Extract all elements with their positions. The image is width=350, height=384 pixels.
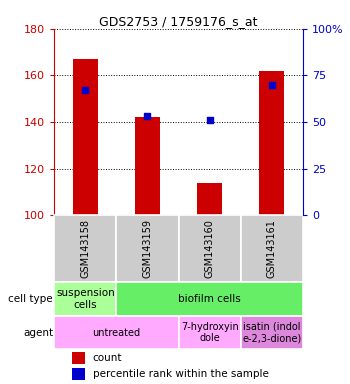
Point <box>207 117 212 123</box>
Point <box>269 82 274 88</box>
Point <box>145 113 150 119</box>
Text: percentile rank within the sample: percentile rank within the sample <box>93 369 269 379</box>
Bar <box>241 215 303 282</box>
Bar <box>116 215 178 282</box>
Text: agent: agent <box>23 328 53 338</box>
Text: count: count <box>93 353 122 363</box>
Bar <box>54 215 116 282</box>
Bar <box>73 59 98 215</box>
Bar <box>241 316 303 349</box>
Bar <box>54 282 116 316</box>
Bar <box>135 117 160 215</box>
Bar <box>72 352 85 364</box>
Bar <box>197 182 222 215</box>
Text: GSM143161: GSM143161 <box>267 219 277 278</box>
Text: 7-hydroxyin
dole: 7-hydroxyin dole <box>181 322 238 343</box>
Bar <box>116 282 303 316</box>
Bar <box>178 215 241 282</box>
Bar <box>259 71 284 215</box>
Text: GSM143160: GSM143160 <box>204 219 215 278</box>
Text: biofilm cells: biofilm cells <box>178 294 241 304</box>
Point <box>83 87 88 93</box>
Text: isatin (indol
e-2,3-dione): isatin (indol e-2,3-dione) <box>242 322 301 343</box>
Bar <box>54 316 178 349</box>
Text: cell type: cell type <box>8 294 53 304</box>
Bar <box>178 316 241 349</box>
Text: suspension
cells: suspension cells <box>56 288 115 310</box>
Bar <box>72 368 85 381</box>
Text: untreated: untreated <box>92 328 140 338</box>
Text: GSM143159: GSM143159 <box>142 219 153 278</box>
Text: GSM143158: GSM143158 <box>80 219 90 278</box>
Title: GDS2753 / 1759176_s_at: GDS2753 / 1759176_s_at <box>99 15 258 28</box>
